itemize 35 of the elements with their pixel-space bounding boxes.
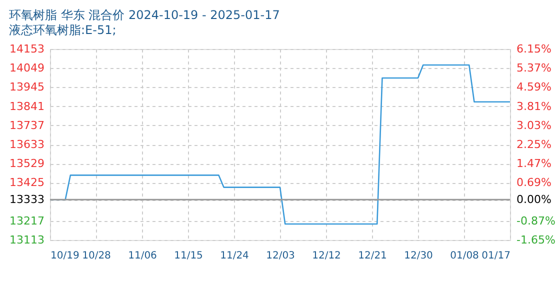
y2-tick-label: -0.87% xyxy=(516,214,556,228)
x-tick-label: 10/28 xyxy=(82,250,111,262)
y-tick-label: 13945 xyxy=(10,80,44,94)
y-tick-label: 13425 xyxy=(10,176,44,190)
y2-tick-label: 3.81% xyxy=(516,100,552,113)
x-tick-label: 01/17 xyxy=(482,250,510,262)
y2-tick-label: 2.25% xyxy=(516,138,552,151)
y-tick-label: 13333 xyxy=(10,193,44,206)
x-tick-label: 11/15 xyxy=(174,250,203,262)
y-tick-label: 14153 xyxy=(10,42,44,56)
y-tick-label: 13841 xyxy=(10,100,44,113)
x-tick-label: 12/21 xyxy=(358,250,387,262)
y-tick-label: 13113 xyxy=(10,234,44,246)
y-tick-label: 14049 xyxy=(10,62,44,75)
x-tick-label: 11/06 xyxy=(128,250,157,262)
y2-tick-label: -1.65% xyxy=(516,234,556,246)
x-tick-label: 12/12 xyxy=(312,250,341,262)
chart-title: 环氧树脂 华东 混合价 2024-10-19 - 2025-01-17 xyxy=(9,8,280,22)
y-tick-label: 13737 xyxy=(10,118,44,132)
x-tick-label: 12/03 xyxy=(266,250,295,262)
x-tick-label: 01/08 xyxy=(450,250,479,262)
y2-tick-label: 5.37% xyxy=(516,62,552,75)
y2-tick-label: 3.03% xyxy=(516,118,552,132)
y-tick-label: 13529 xyxy=(10,157,44,170)
y2-tick-label: 0.69% xyxy=(516,176,552,190)
x-tick-label: 11/24 xyxy=(220,250,249,262)
x-tick-label: 12/30 xyxy=(404,250,433,262)
y2-tick-label: 6.15% xyxy=(516,42,552,56)
chart-subtitle: 液态环氧树脂:E-51; xyxy=(9,23,116,37)
y-tick-label: 13217 xyxy=(10,214,44,228)
y-tick-label: 13633 xyxy=(10,138,44,151)
x-tick-label: 10/19 xyxy=(50,250,80,262)
y2-tick-label: 0.00% xyxy=(516,193,552,206)
y2-tick-label: 1.47% xyxy=(516,157,552,170)
y2-tick-label: 4.59% xyxy=(516,80,552,94)
